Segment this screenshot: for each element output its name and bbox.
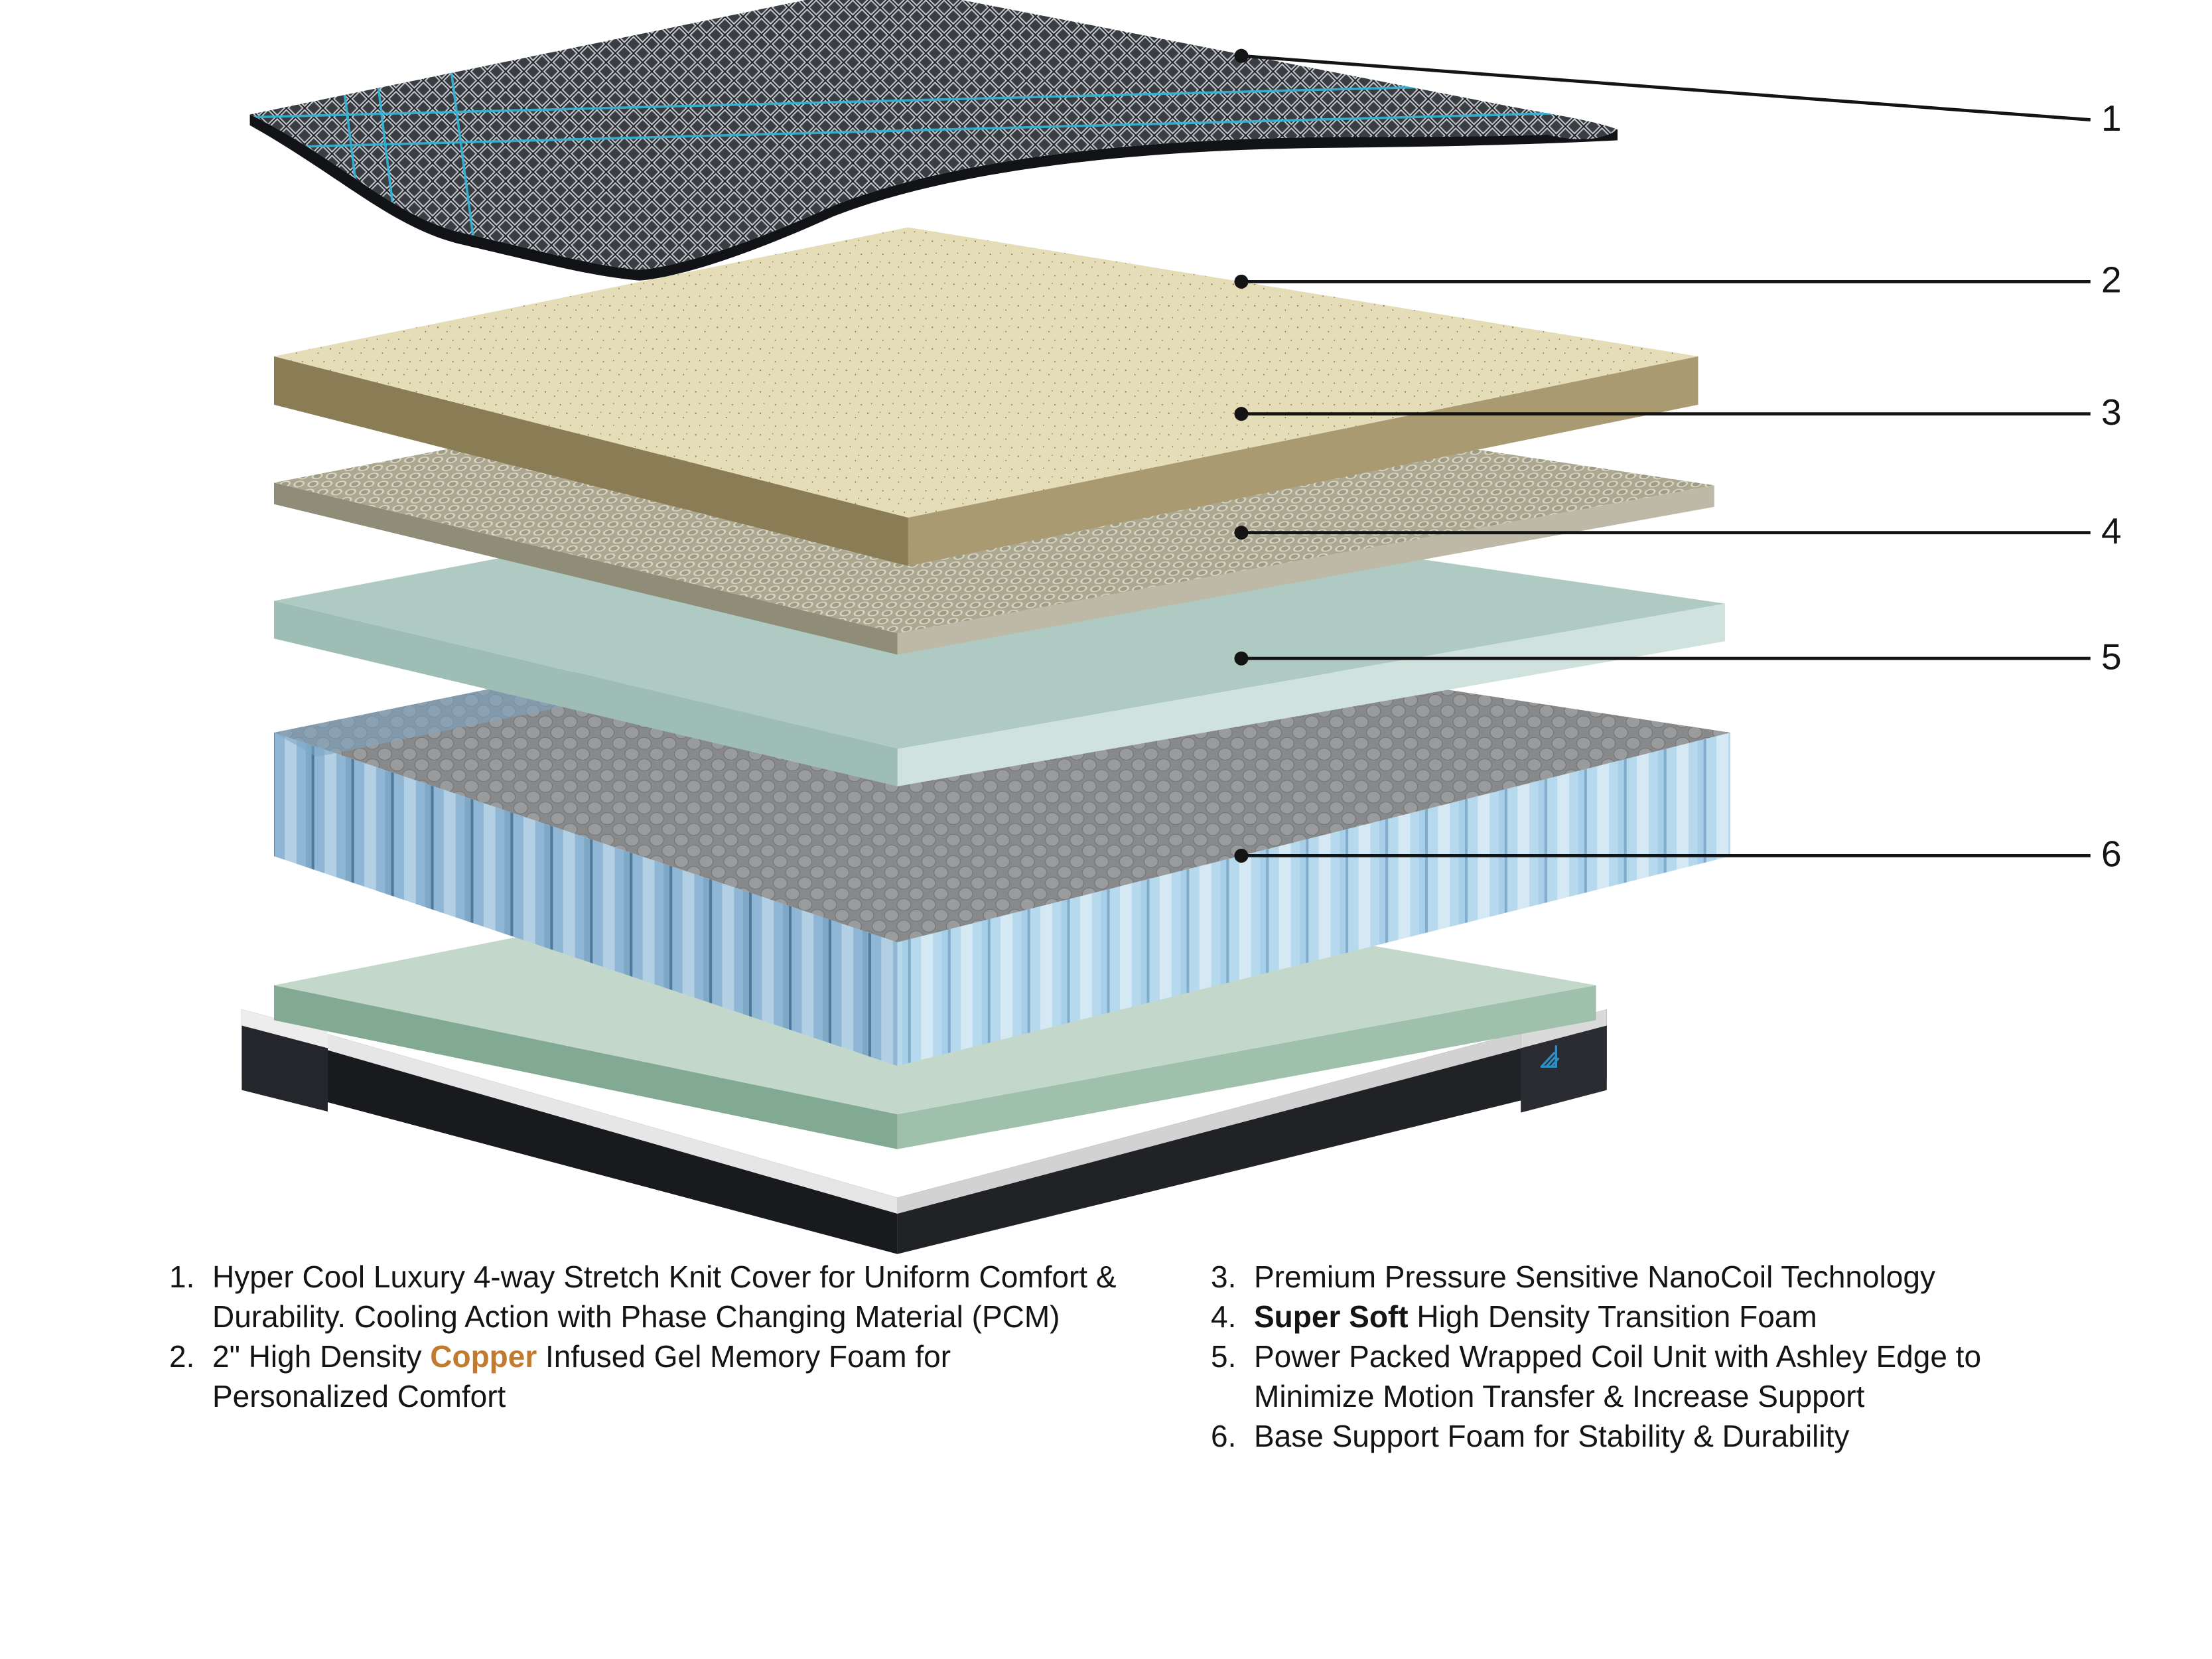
- svg-text:1: 1: [2101, 98, 2122, 139]
- svg-text:2" High Density Copper Infused: 2" High Density Copper Infused Gel Memor…: [212, 1339, 951, 1374]
- svg-text:3: 3: [2101, 392, 2122, 433]
- svg-text:6: 6: [2101, 833, 2122, 875]
- svg-text:2.: 2.: [169, 1339, 194, 1374]
- svg-text:Minimize Motion Transfer & Inc: Minimize Motion Transfer & Increase Supp…: [1254, 1379, 1865, 1413]
- svg-text:5.: 5.: [1211, 1339, 1236, 1374]
- svg-text:Super Soft High Density Transi: Super Soft High Density Transition Foam: [1254, 1299, 1817, 1334]
- svg-text:5: 5: [2101, 636, 2122, 677]
- svg-text:3.: 3.: [1211, 1260, 1236, 1294]
- svg-text:Power Packed Wrapped Coil Unit: Power Packed Wrapped Coil Unit with Ashl…: [1254, 1339, 1981, 1374]
- svg-text:Base Support Foam for Stabilit: Base Support Foam for Stability & Durabi…: [1254, 1419, 1849, 1453]
- svg-text:2: 2: [2101, 259, 2122, 301]
- svg-text:6.: 6.: [1211, 1419, 1236, 1453]
- svg-text:Premium Pressure Sensitive Nan: Premium Pressure Sensitive NanoCoil Tech…: [1254, 1260, 1935, 1294]
- svg-text:Personalized Comfort: Personalized Comfort: [212, 1379, 506, 1413]
- svg-text:1.: 1.: [169, 1260, 194, 1294]
- svg-text:Durability. Cooling Action wit: Durability. Cooling Action with Phase Ch…: [212, 1299, 1060, 1334]
- svg-text:Hyper Cool Luxury 4-way Stretc: Hyper Cool Luxury 4-way Stretch Knit Cov…: [212, 1260, 1117, 1294]
- svg-text:4: 4: [2101, 510, 2122, 551]
- svg-text:4.: 4.: [1211, 1299, 1236, 1334]
